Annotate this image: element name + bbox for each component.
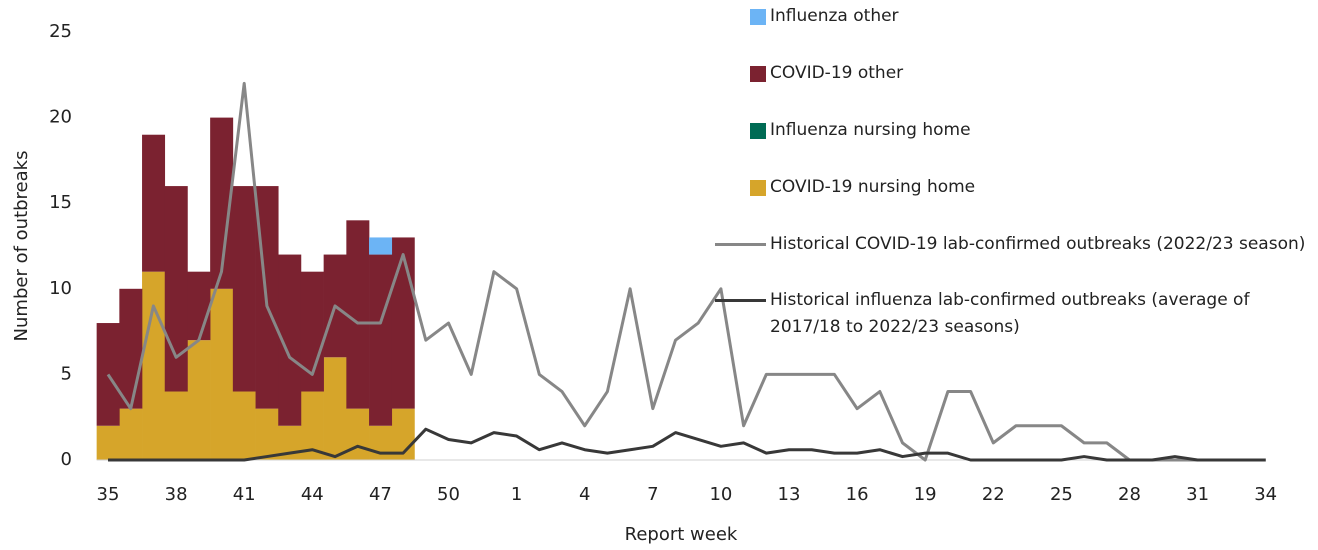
x-tick-label: 50 [437,484,460,505]
line [108,427,1266,462]
bar [369,237,393,255]
bar [300,271,324,392]
legend-label: Influenza nursing home [770,120,971,140]
x-tick-label: 47 [369,484,392,505]
bar [232,391,256,460]
legend-swatch [715,66,766,82]
legend-label: COVID-19 nursing home [770,177,976,197]
x-tick-label: 19 [914,484,937,505]
x-tick-label: 38 [165,484,188,505]
x-tick-label: 1 [511,484,522,505]
x-tick-label: 4 [579,484,590,505]
legend-swatch [715,9,766,25]
bar [210,288,234,460]
x-axis-title: Report week [625,524,738,545]
bar [142,134,166,272]
x-tick-label: 25 [1050,484,1073,505]
legend-swatch [715,123,766,139]
bar [232,186,256,392]
legend-swatch [715,243,766,246]
y-tick-label: 5 [61,363,72,384]
bar [369,254,393,426]
bar [187,271,211,341]
legend-label: Influenza other [770,6,899,26]
x-tick-label: 41 [233,484,256,505]
bar [323,357,347,460]
bar [346,220,370,409]
bar [164,186,188,392]
legend-entry: Influenza other [715,3,1310,30]
x-tick-label: 22 [982,484,1005,505]
y-tick-label: 0 [61,449,72,470]
x-tick-label: 7 [647,484,658,505]
bar [255,408,279,460]
legend-entry: Historical influenza lab-confirmed outbr… [715,287,1310,341]
x-tick-label: 35 [97,484,120,505]
x-tick-label: 10 [709,484,732,505]
legend-entry: Historical COVID-19 lab-confirmed outbre… [715,231,1310,258]
bar [278,254,302,426]
bar [346,408,370,460]
y-tick-label: 20 [49,107,72,128]
bar [119,288,143,409]
y-axis-title: Number of outbreaks [11,151,32,342]
y-tick-label: 10 [49,278,72,299]
x-tick-label: 16 [846,484,869,505]
legend-entry: Influenza nursing home [715,117,1310,144]
legend-entry: COVID-19 nursing home [715,174,1310,201]
y-tick-label: 15 [49,192,72,213]
bar [300,391,324,460]
legend-label: Historical influenza lab-confirmed outbr… [770,290,1250,337]
legend-label: COVID-19 other [770,63,904,83]
legend-swatch [715,180,766,196]
y-tick-label: 25 [49,21,72,42]
legend-label: Historical COVID-19 lab-confirmed outbre… [770,234,1306,254]
legend-swatch [715,299,766,302]
bar [369,425,393,460]
bar [142,271,166,460]
x-tick-label: 31 [1186,484,1209,505]
x-tick-label: 34 [1254,484,1277,505]
bar [119,408,143,460]
bar [391,237,415,409]
bar [96,425,120,460]
bar [210,117,234,289]
line [106,81,1266,462]
bar [164,391,188,460]
bar [187,340,211,460]
x-tick-label: 13 [778,484,801,505]
legend-entry: COVID-19 other [715,60,1310,87]
x-tick-label: 44 [301,484,324,505]
x-tick-label: 28 [1118,484,1141,505]
